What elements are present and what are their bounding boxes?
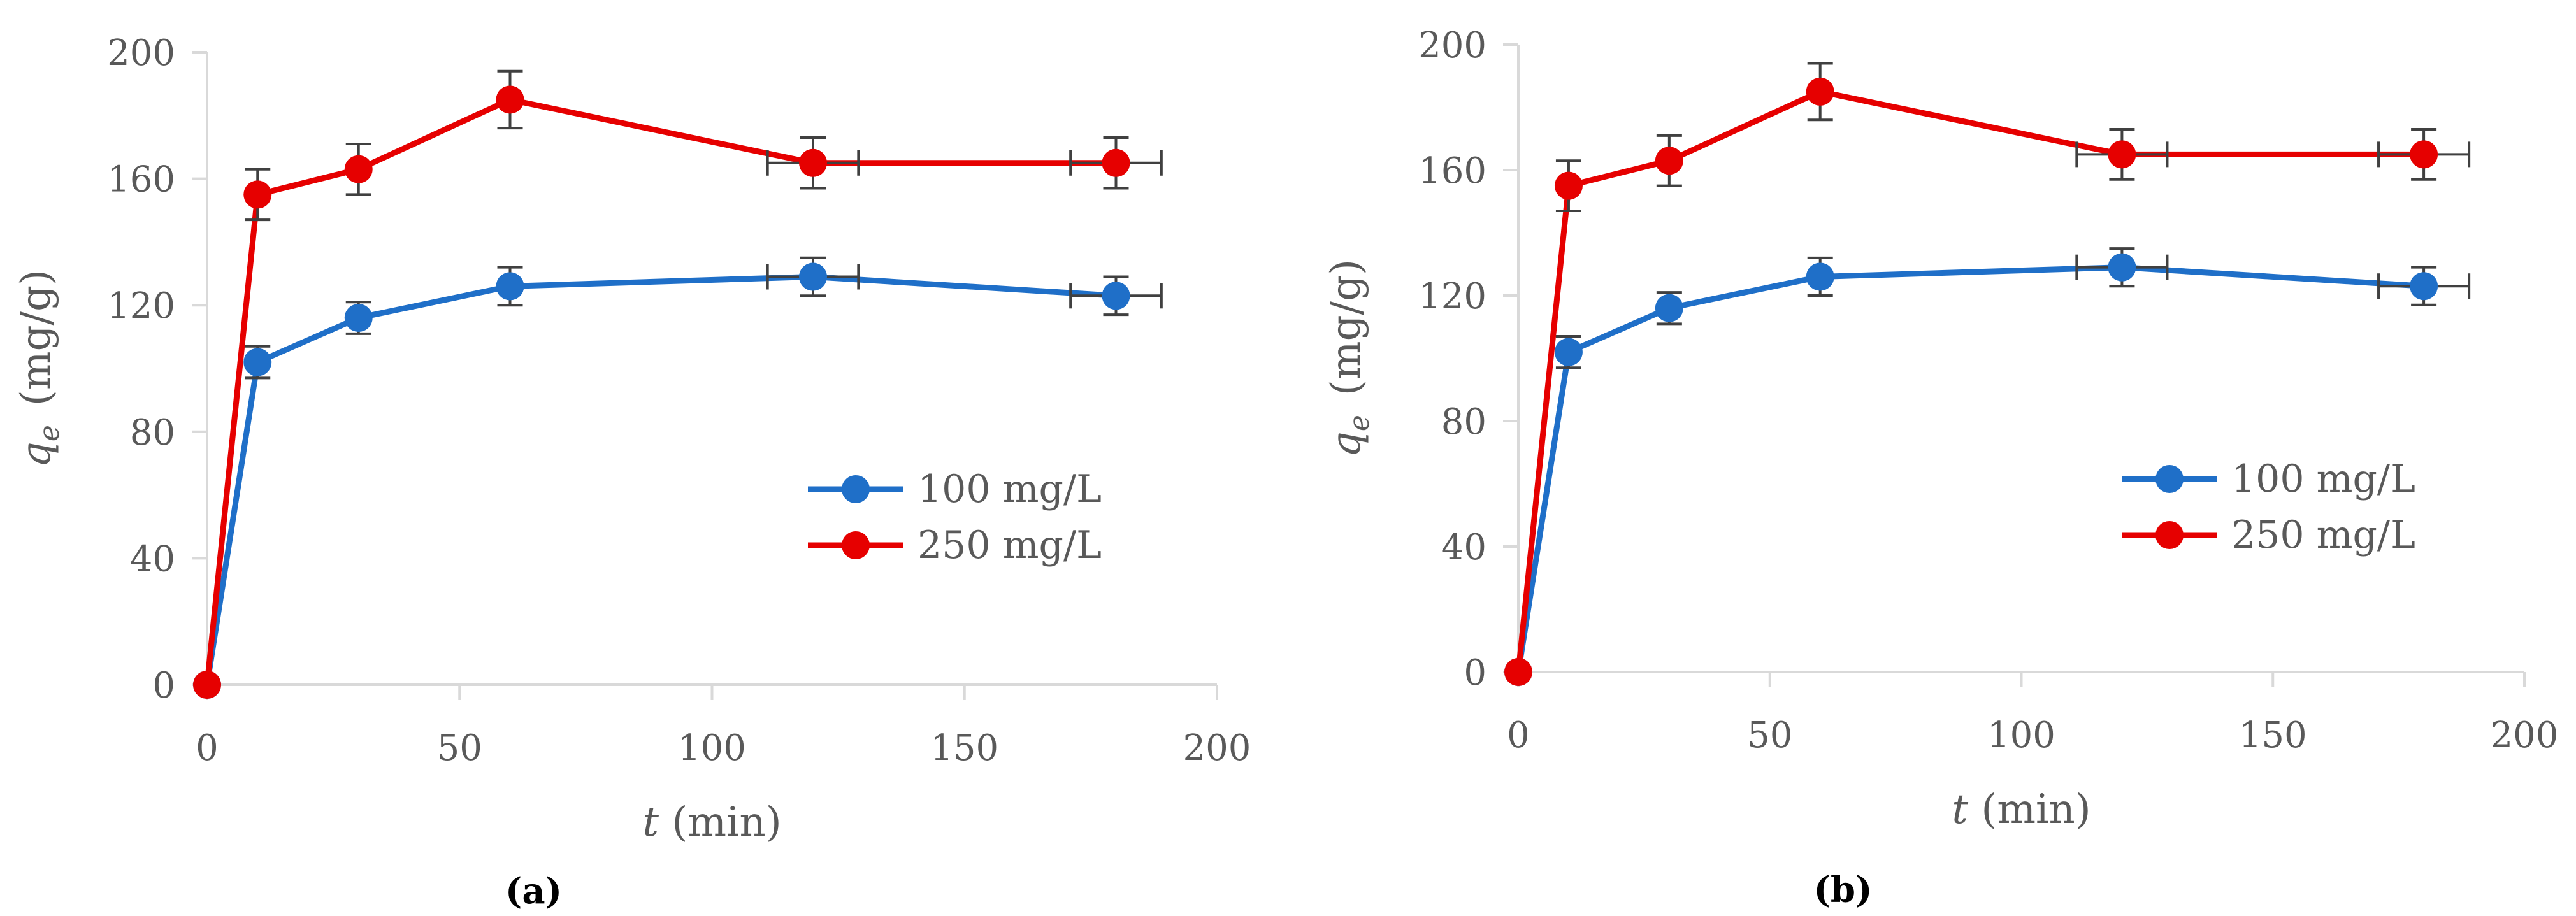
- y-axis-title: qe(mg/g): [13, 269, 66, 468]
- series-250-point: [799, 148, 827, 177]
- x-tick-label: 200: [2491, 715, 2559, 756]
- series-250-point: [344, 155, 373, 183]
- y-tick-label: 0: [152, 665, 175, 706]
- series-100-line: [1515, 264, 2427, 675]
- y-tick-label: 160: [107, 159, 175, 201]
- series-250-point: [2108, 140, 2136, 169]
- x-tick-label: 50: [437, 727, 482, 769]
- legend-100-swatch-marker: [2155, 465, 2184, 493]
- series-100-point: [344, 304, 373, 333]
- legend-100-label: 100 mg/L: [917, 467, 1102, 512]
- y-tick-label: 40: [130, 538, 175, 580]
- panel-label: (a): [505, 870, 562, 912]
- legend-100-label: 100 mg/L: [2231, 457, 2415, 501]
- legend-100-swatch-marker: [842, 475, 870, 503]
- series-100-point: [2108, 253, 2136, 282]
- x-axis-title: t (min): [1952, 786, 2090, 833]
- x-tick-label: 100: [1987, 715, 2055, 756]
- series-250-point: [496, 85, 524, 114]
- x-tick-label: 150: [930, 727, 998, 769]
- series-250-point: [2410, 140, 2438, 169]
- legend-250-label: 250 mg/L: [2231, 513, 2415, 557]
- legend-250-swatch-marker: [842, 531, 870, 559]
- chart-panel-b: 0 50 100 150 200 0 40 80 120 160 200 t (min) qe(mg/g…: [1323, 25, 2558, 911]
- series-100-point: [1806, 262, 1834, 291]
- series-250-line: [1515, 89, 2427, 675]
- x-axis-title: t (min): [642, 799, 781, 846]
- y-tick-label: 80: [130, 412, 175, 454]
- y-tick-label: 40: [1441, 527, 1486, 568]
- series-250-point: [243, 180, 272, 209]
- series-250-point: [1806, 77, 1834, 106]
- series-100-point: [799, 262, 827, 291]
- series-100-point: [1655, 294, 1683, 322]
- legend-250-label: 250 mg/L: [917, 523, 1102, 568]
- y-tick-label: 160: [1418, 150, 1486, 192]
- series-250-point: [193, 671, 221, 699]
- x-tick-label: 0: [196, 727, 219, 769]
- series-250-point: [1504, 658, 1532, 686]
- panel-label: (b): [1813, 869, 1872, 911]
- x-tick-label: 150: [2239, 715, 2307, 756]
- series-250-line: [204, 96, 1119, 688]
- x-tick-label: 200: [1183, 727, 1251, 769]
- series-250-point: [1554, 171, 1583, 200]
- series-100-point: [1102, 282, 1130, 310]
- series-250-point: [1102, 148, 1130, 177]
- y-axis-title: qe(mg/g): [1323, 259, 1376, 457]
- y-tick-label: 200: [107, 32, 175, 74]
- x-tick-label: 100: [678, 727, 746, 769]
- y-tick-label: 120: [1418, 276, 1486, 317]
- y-tick-label: 200: [1418, 25, 1486, 66]
- x-tick-label: 50: [1747, 715, 1792, 756]
- legend-250-swatch-marker: [2155, 521, 2184, 549]
- series-100-point: [243, 348, 272, 376]
- y-tick-label: 120: [107, 285, 175, 327]
- y-tick-label: 0: [1464, 652, 1486, 694]
- y-tick-label: 80: [1441, 401, 1486, 443]
- x-tick-label: 0: [1507, 715, 1530, 756]
- series-100-point: [1554, 338, 1583, 366]
- chart-panel-a: 0 50 100 150 200 0 40 80 120 160 200 t (min) qe(mg/g…: [13, 32, 1251, 912]
- series-100-point: [2410, 272, 2438, 301]
- series-250-point: [1655, 147, 1683, 175]
- series-100-point: [496, 272, 524, 301]
- series-100-line: [204, 274, 1119, 688]
